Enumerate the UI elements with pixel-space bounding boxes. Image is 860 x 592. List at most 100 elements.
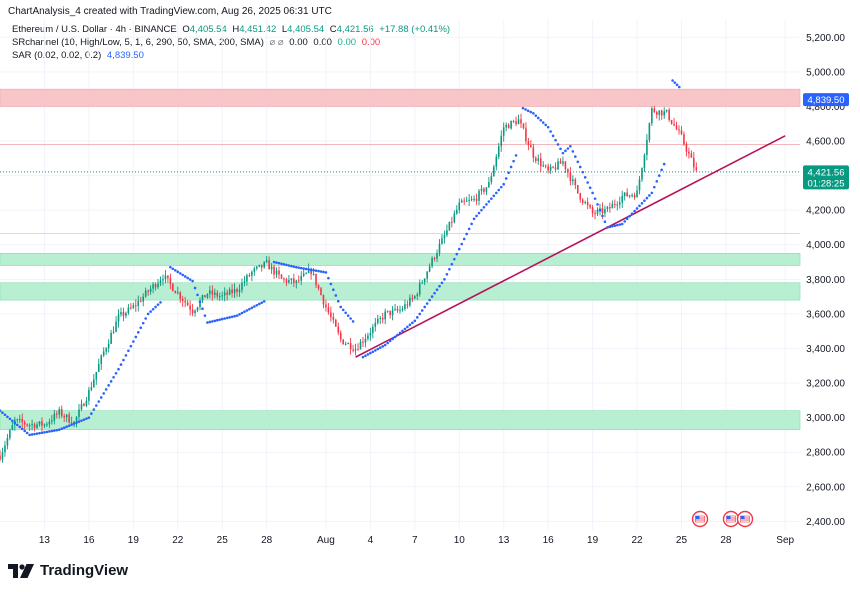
sar-dot [33,432,36,436]
sar-dot [139,326,143,330]
candle-up [584,202,586,204]
sar-dot [529,110,533,114]
candle-up [107,343,110,349]
sar-dot [13,421,17,425]
sar-dot [191,279,194,283]
time-axis[interactable]: 13 16 19 22 25 28 Aug 4 7 10 13 16 19 22 25 28 Sep [39,535,795,546]
sar-dot [174,268,177,272]
sar-dot [233,314,236,318]
candle-up [510,121,512,129]
candle-down [231,289,233,294]
sar-value: 4,839.50 [106,50,144,61]
tradingview-logo[interactable]: TradingView [8,562,128,579]
sar-dot [630,212,634,215]
sar-dot [87,416,91,419]
price-tag-box [803,93,849,107]
sar-dot [196,293,199,297]
time-axis-label: 28 [720,535,732,546]
price-axis-label: 5,200.00 [806,33,845,44]
sar-dot [588,186,592,189]
candle-down [433,257,436,259]
sar-dot [401,329,404,333]
sar-dot [564,149,567,153]
sar-dot [344,311,347,315]
sar-dot [374,349,377,352]
sar-dot [38,431,41,435]
us-flag-event-icon[interactable] [691,510,709,528]
sar-dot [655,180,659,183]
candle-up [159,280,162,284]
sar-dot [322,270,325,274]
candle-up [38,421,41,425]
sar-dot [497,188,501,192]
candle-up [11,425,14,431]
candle-up [399,310,401,312]
sar-dot [119,363,123,366]
sar-dot [482,205,486,209]
sar-dot [470,222,473,226]
sar-dot [314,269,318,272]
sar-dot [611,225,614,228]
candle-up [48,421,51,425]
candle-up [643,154,646,169]
candle-down [581,199,584,203]
sar-dot [28,433,31,437]
candle-down [320,288,322,296]
sar-dot [475,214,478,218]
candle-down [586,202,589,206]
sar-dot [408,323,412,327]
sar-dot [30,433,34,436]
candle-up [636,190,638,198]
sar-dot [25,431,29,435]
candle-down [211,290,214,295]
candle-down [614,204,616,206]
srchannel-value: 0.00 [313,37,332,48]
candle-up [307,269,310,274]
sar-dot [327,276,330,280]
candle-down [527,141,530,146]
candle-up [246,275,248,282]
sar-dot [509,165,513,169]
candle-up [623,192,626,196]
price-axis[interactable]: 2,400.00 2,600.00 2,800.00 3,000.00 3,200.00… [806,33,845,528]
srchannel-visibility-icon[interactable]: ⌀ ⌀ [269,37,284,48]
candle-down [130,307,132,309]
us-flag-event-icon[interactable] [722,510,740,528]
sar-dot [248,307,251,311]
sar-dot [494,191,498,195]
candle-down [564,161,567,170]
ohlc-low: 4,405.54 [287,24,325,35]
candle-up [455,209,458,214]
candle-down [579,193,582,200]
event-markers[interactable] [691,510,754,528]
candle-down [310,269,312,274]
sar-dot [596,203,599,206]
sar-dot [673,81,677,84]
candle-down [589,205,591,208]
candle-down [147,290,149,292]
sar-dot [526,109,530,113]
sar-dot [574,155,577,158]
time-axis-label: Sep [776,535,794,546]
candle-up [31,424,33,426]
resistance-zone [0,88,801,107]
candle-down [688,151,690,154]
candles [0,105,698,463]
candle-up [152,284,154,289]
sar-dot [48,430,51,433]
time-axis-label: 16 [83,535,95,546]
candle-up [43,424,46,426]
candle-up [641,168,643,180]
candle-down [660,110,663,116]
candle-up [480,188,483,191]
sar-dot [598,208,602,212]
sar-dot [299,266,303,270]
sar-dot [472,217,476,221]
candle-up [164,275,167,280]
time-axis-label: 16 [543,535,555,546]
us-flag-event-icon[interactable] [736,510,754,528]
sar-dot [324,271,328,274]
candle-up [221,295,224,297]
sar-dot [450,262,454,266]
